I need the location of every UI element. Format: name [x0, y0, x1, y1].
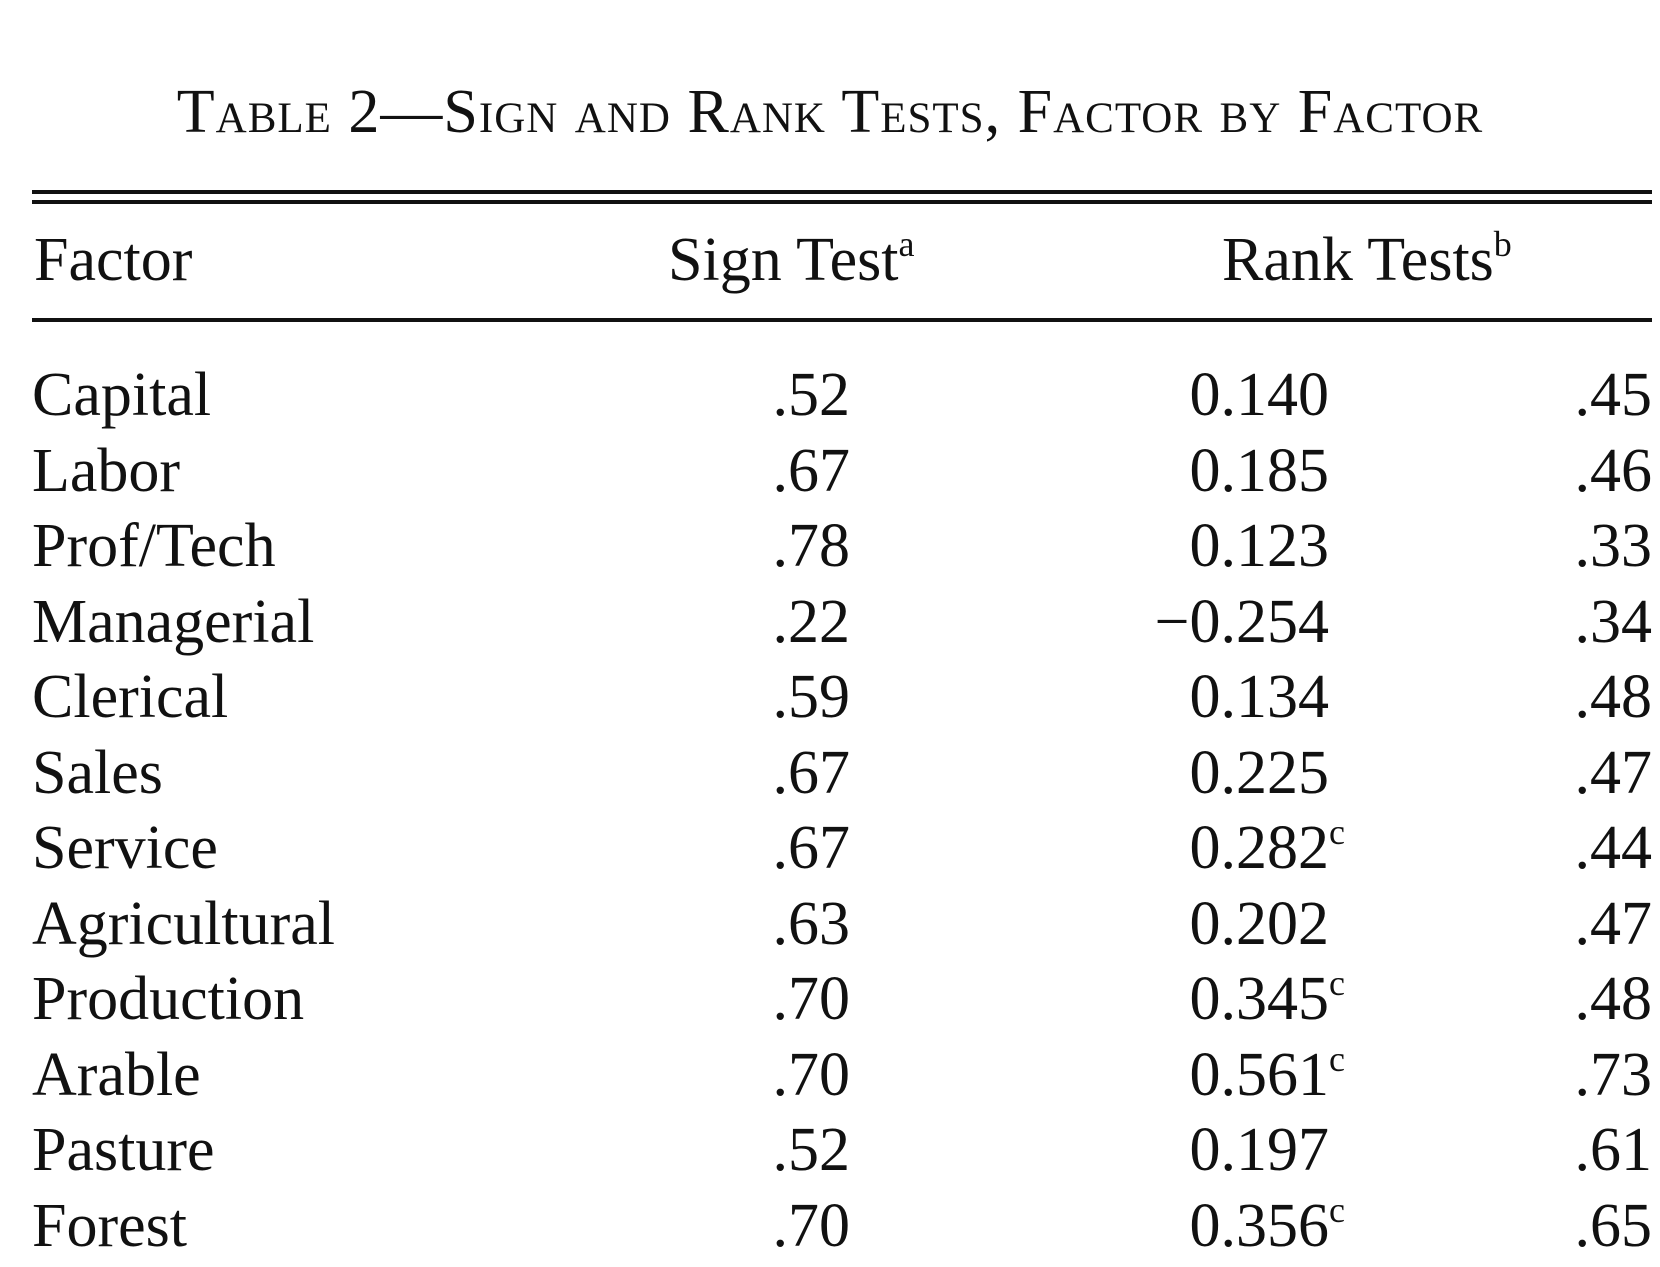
rank-value: 0.561	[1189, 1040, 1330, 1109]
cell-factor: Sales	[32, 738, 163, 807]
cell-rank-test: 0.197	[1190, 1113, 1356, 1188]
table-row: Service .67 0.282c .44	[0, 811, 1660, 887]
rank-value: 0.225	[1189, 738, 1330, 807]
cell-factor: Production	[32, 965, 305, 1033]
cell-sign-test: .70	[772, 965, 851, 1033]
table-row: Pasture .52 0.197 .61	[0, 1113, 1660, 1189]
cell-factor: Service	[32, 814, 218, 882]
cell-factor: Agricultural	[32, 889, 336, 958]
cell-rank-test: 0.202	[1190, 887, 1356, 962]
table-row: Forest .70 0.356c .65	[0, 1189, 1660, 1265]
cell-factor: Pasture	[32, 1116, 215, 1184]
cell-factor: Managerial	[32, 587, 315, 656]
cell-rank-test-second: .61	[1574, 1116, 1653, 1184]
header-rank-tests: Rank Testsb	[1222, 220, 1512, 300]
cell-factor: Capital	[32, 361, 212, 429]
rank-value: 0.345	[1189, 965, 1330, 1033]
cell-factor: Labor	[32, 436, 181, 505]
cell-rank-test-second: .44	[1574, 814, 1653, 882]
rank-footnote: c	[1329, 812, 1345, 853]
cell-sign-test: .59	[772, 663, 851, 731]
cell-sign-test: .70	[772, 1040, 851, 1109]
header-rank-tests-footnote: b	[1493, 224, 1512, 265]
cell-rank-test-second: .33	[1574, 512, 1653, 580]
cell-rank-test: 0.356c	[1190, 1189, 1356, 1264]
table-row: Prof/Tech .78 0.123 .33	[0, 509, 1660, 585]
table-row: Arable .70 0.561c .73	[0, 1038, 1660, 1114]
table-row: Clerical .59 0.134 .48	[0, 660, 1660, 736]
cell-rank-test-second: .46	[1574, 436, 1653, 505]
header-rank-tests-label: Rank Tests	[1222, 226, 1494, 294]
cell-rank-test: 0.185	[1190, 434, 1356, 509]
cell-rank-test: 0.123	[1190, 509, 1356, 584]
table-title: Table 2—Sign and Rank Tests, Factor by F…	[176, 78, 1484, 146]
cell-sign-test: .78	[772, 512, 851, 580]
rank-value: 0.123	[1189, 512, 1330, 580]
cell-factor: Forest	[32, 1191, 187, 1260]
cell-rank-test-second: .73	[1574, 1040, 1653, 1109]
rank-value: 0.282	[1189, 814, 1330, 882]
rank-value: 0.185	[1189, 436, 1330, 505]
rank-footnote: c	[1329, 963, 1345, 1004]
cell-sign-test: .52	[772, 361, 851, 429]
rank-footnote: c	[1329, 1038, 1345, 1079]
cell-sign-test: .67	[772, 738, 851, 807]
rank-value: 0.134	[1189, 663, 1330, 731]
cell-rank-test: 0.345c	[1190, 962, 1356, 1037]
cell-sign-test: .63	[772, 889, 851, 958]
cell-rank-test-second: .45	[1574, 361, 1653, 429]
table-row: Sales .67 0.225 .47	[0, 736, 1660, 812]
cell-sign-test: .70	[772, 1191, 851, 1260]
rank-value: −0.254	[1154, 587, 1329, 656]
rank-value: 0.356	[1189, 1191, 1330, 1260]
header-rule	[32, 318, 1652, 322]
rank-value: 0.197	[1189, 1116, 1330, 1184]
header-sign-test-footnote: a	[898, 224, 915, 265]
top-rule-upper	[32, 190, 1652, 194]
rank-value: 0.202	[1189, 889, 1330, 958]
cell-rank-test: 0.561c	[1190, 1038, 1356, 1113]
top-rule-lower	[32, 200, 1652, 204]
cell-rank-test-second: .65	[1574, 1191, 1653, 1260]
cell-sign-test: .22	[772, 587, 851, 656]
table-row: Production .70 0.345c .48	[0, 962, 1660, 1038]
rank-footnote: c	[1329, 1189, 1345, 1230]
cell-rank-test: 0.140	[1190, 358, 1356, 433]
table-row: Managerial .22 −0.254 .34	[0, 585, 1660, 661]
table-row: Capital .52 0.140 .45	[0, 358, 1660, 434]
cell-rank-test-second: .48	[1574, 663, 1653, 731]
cell-rank-test-second: .47	[1574, 889, 1653, 958]
cell-sign-test: .67	[772, 814, 851, 882]
cell-rank-test-second: .34	[1574, 587, 1653, 656]
table-row: Agricultural .63 0.202 .47	[0, 887, 1660, 963]
table-body: Capital .52 0.140 .45 Labor .67 0.185 .4…	[0, 358, 1660, 1264]
header-sign-test: Sign Testa	[668, 220, 915, 300]
header-sign-test-label: Sign Test	[668, 226, 899, 294]
cell-rank-test-second: .48	[1574, 965, 1653, 1033]
cell-rank-test: 0.134	[1190, 660, 1356, 735]
table-row: Labor .67 0.185 .46	[0, 434, 1660, 510]
rank-value: 0.140	[1189, 361, 1330, 429]
cell-rank-test: −0.254	[1155, 585, 1355, 660]
cell-rank-test-second: .47	[1574, 738, 1653, 807]
header-factor: Factor	[34, 226, 193, 294]
cell-rank-test: 0.225	[1190, 736, 1356, 811]
cell-sign-test: .52	[772, 1116, 851, 1184]
cell-factor: Clerical	[32, 663, 229, 731]
cell-sign-test: .67	[772, 436, 851, 505]
cell-factor: Arable	[32, 1040, 201, 1109]
cell-factor: Prof/Tech	[32, 512, 276, 580]
cell-rank-test: 0.282c	[1190, 811, 1356, 886]
